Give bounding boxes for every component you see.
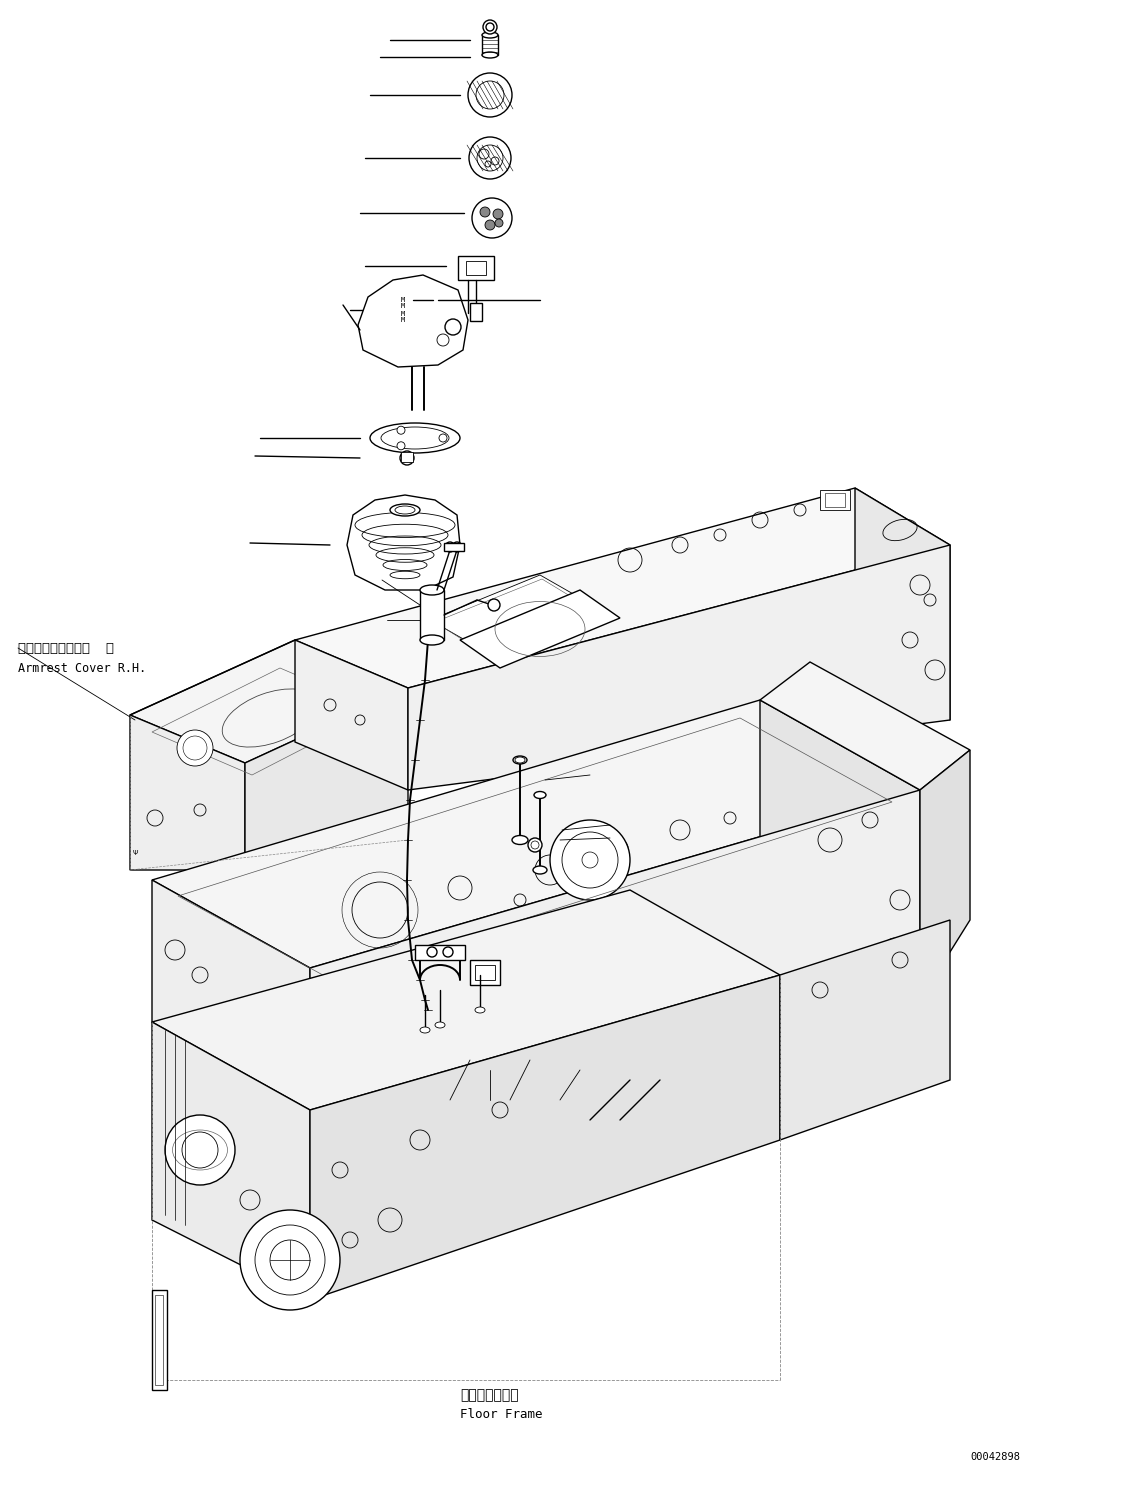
Polygon shape bbox=[153, 700, 920, 968]
Text: フロアフレーム: フロアフレーム bbox=[460, 1388, 518, 1403]
Bar bbox=[420, 590, 444, 640]
Text: M
M
M
M: M M M M bbox=[400, 296, 405, 323]
Polygon shape bbox=[780, 920, 950, 1141]
Circle shape bbox=[486, 22, 494, 31]
Polygon shape bbox=[295, 488, 950, 688]
Bar bbox=[470, 302, 482, 322]
Ellipse shape bbox=[475, 1007, 485, 1013]
Text: Floor Frame: Floor Frame bbox=[460, 1409, 543, 1422]
Polygon shape bbox=[245, 688, 408, 870]
Polygon shape bbox=[460, 590, 621, 669]
Circle shape bbox=[427, 947, 437, 957]
Polygon shape bbox=[130, 640, 408, 762]
Circle shape bbox=[400, 451, 414, 465]
Circle shape bbox=[469, 137, 512, 179]
Polygon shape bbox=[855, 488, 950, 721]
Bar bbox=[825, 493, 845, 506]
Ellipse shape bbox=[420, 634, 444, 645]
Bar bbox=[475, 965, 496, 980]
Ellipse shape bbox=[420, 585, 444, 596]
Ellipse shape bbox=[513, 756, 526, 764]
Circle shape bbox=[445, 542, 455, 552]
Circle shape bbox=[240, 1211, 340, 1310]
Polygon shape bbox=[408, 545, 950, 791]
Circle shape bbox=[496, 219, 504, 226]
Circle shape bbox=[452, 542, 462, 552]
Circle shape bbox=[443, 947, 453, 957]
Circle shape bbox=[445, 319, 461, 335]
Ellipse shape bbox=[482, 31, 498, 39]
Circle shape bbox=[165, 1115, 235, 1185]
Bar bbox=[482, 36, 498, 55]
Bar bbox=[466, 261, 486, 275]
Text: 00042898: 00042898 bbox=[970, 1452, 1020, 1462]
Polygon shape bbox=[430, 575, 575, 640]
Polygon shape bbox=[153, 880, 310, 1109]
Ellipse shape bbox=[512, 835, 528, 844]
Bar bbox=[820, 490, 850, 511]
Text: Ψ: Ψ bbox=[133, 850, 139, 856]
Ellipse shape bbox=[482, 52, 498, 58]
Bar bbox=[401, 453, 413, 462]
Bar bbox=[458, 256, 494, 280]
Circle shape bbox=[468, 73, 512, 118]
Bar bbox=[470, 960, 500, 986]
Ellipse shape bbox=[420, 1027, 430, 1033]
Polygon shape bbox=[310, 791, 920, 1109]
Polygon shape bbox=[310, 975, 780, 1300]
Circle shape bbox=[483, 19, 497, 34]
Circle shape bbox=[487, 599, 500, 610]
Circle shape bbox=[177, 730, 213, 765]
Ellipse shape bbox=[533, 867, 547, 874]
Polygon shape bbox=[760, 700, 920, 1001]
Polygon shape bbox=[295, 640, 408, 791]
Polygon shape bbox=[920, 750, 970, 1001]
Ellipse shape bbox=[370, 423, 460, 453]
Ellipse shape bbox=[390, 503, 420, 517]
Ellipse shape bbox=[435, 1021, 445, 1027]
Circle shape bbox=[397, 442, 405, 450]
Polygon shape bbox=[130, 715, 245, 870]
Circle shape bbox=[551, 820, 630, 899]
Circle shape bbox=[485, 220, 496, 229]
Polygon shape bbox=[348, 494, 460, 590]
Bar bbox=[415, 946, 465, 960]
Bar bbox=[444, 543, 465, 551]
Circle shape bbox=[479, 207, 490, 217]
Text: アームレストカバー  右: アームレストカバー 右 bbox=[18, 642, 114, 655]
Circle shape bbox=[397, 426, 405, 435]
Polygon shape bbox=[358, 275, 468, 366]
Bar bbox=[155, 1295, 163, 1385]
Circle shape bbox=[493, 208, 504, 219]
Polygon shape bbox=[153, 1021, 310, 1300]
Ellipse shape bbox=[535, 792, 546, 798]
Circle shape bbox=[439, 433, 447, 442]
Polygon shape bbox=[153, 890, 780, 1109]
Text: Armrest Cover R.H.: Armrest Cover R.H. bbox=[18, 661, 147, 675]
Circle shape bbox=[473, 198, 512, 238]
Polygon shape bbox=[760, 663, 970, 791]
Circle shape bbox=[528, 838, 543, 852]
Bar bbox=[153, 1289, 167, 1391]
